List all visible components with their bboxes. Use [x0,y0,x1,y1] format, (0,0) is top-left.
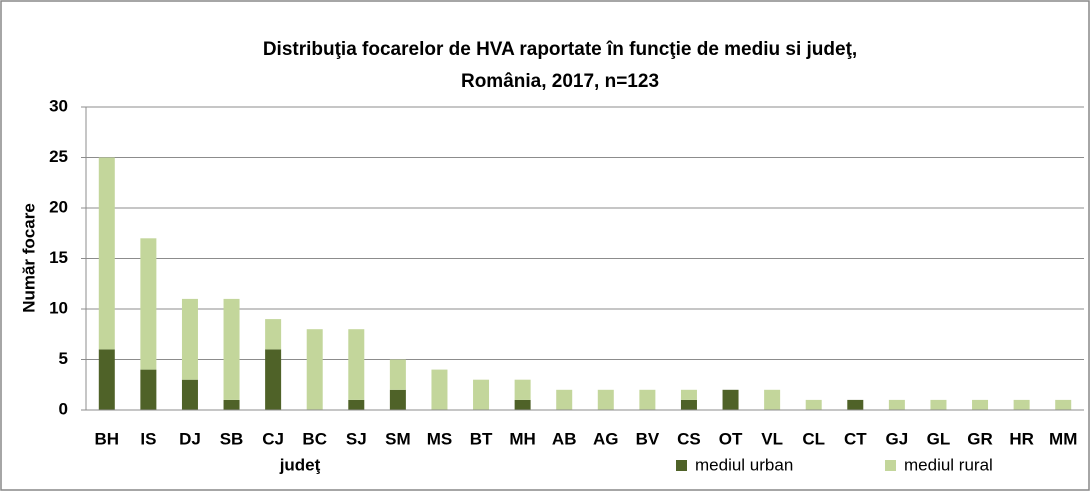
bar-segment [181,298,198,380]
bar-segment [181,379,198,410]
bar-segment [888,399,905,410]
bar-segment [1055,399,1072,410]
bar-segment [98,157,115,350]
bar-segment [473,379,490,410]
bar-segment [140,238,157,370]
y-tick-label: 0 [59,399,68,418]
bar-segment [680,399,697,410]
bar-segment [389,389,406,410]
x-tick-label: AB [552,429,577,448]
x-tick-label: SB [220,429,244,448]
legend-label: mediul rural [904,455,993,474]
x-tick-label: MM [1049,429,1077,448]
bar-segment [348,329,365,400]
bar-segment [514,399,531,410]
legend-swatch [885,460,896,471]
chart-title: România, 2017, n=123 [461,71,659,92]
bar-segment [514,379,531,400]
bar-segment [764,389,781,410]
x-tick-label: GR [967,429,993,448]
y-axis-label: Număr focare [19,203,38,313]
bar-segment [265,319,282,350]
bar-segment [805,399,822,410]
bar-segment [680,389,697,400]
bar-segment [98,349,115,410]
x-tick-label: HR [1009,429,1034,448]
y-tick-label: 30 [49,96,68,115]
x-tick-label: OT [719,429,743,448]
x-tick-label: BV [636,429,660,448]
x-tick-label: GL [927,429,951,448]
bar-segment [140,369,157,410]
bar-segment [930,399,947,410]
y-tick-label: 25 [49,147,68,166]
bar-segment [223,298,240,400]
x-tick-label: CL [802,429,825,448]
bar-segment [431,369,448,410]
x-tick-label: CT [844,429,867,448]
x-tick-label: DJ [179,429,201,448]
bar-segment [639,389,656,410]
x-tick-label: SM [385,429,411,448]
y-tick-label: 10 [49,298,68,317]
bar-segment [389,359,406,390]
legend-label: mediul urban [695,455,793,474]
x-tick-label: GJ [886,429,909,448]
legend-swatch [676,460,687,471]
bar-segment [348,399,365,410]
y-tick-label: 5 [59,349,68,368]
chart-title: Distribuţia focarelor de HVA raportate î… [263,39,857,60]
x-tick-label: IS [140,429,156,448]
x-tick-label: SJ [346,429,367,448]
x-tick-label: MH [509,429,535,448]
bar-segment [1013,399,1030,410]
x-tick-label: BH [95,429,120,448]
bar-segment [223,399,240,410]
x-tick-label: BC [302,429,327,448]
bar-segment [265,349,282,410]
x-axis-label: judeţ [279,455,321,474]
x-tick-label: VL [761,429,783,448]
x-tick-label: BT [470,429,493,448]
y-tick-label: 15 [49,248,68,267]
x-tick-label: CS [677,429,701,448]
bar-segment [556,389,573,410]
bar-segment [597,389,614,410]
bar-segment [306,329,323,410]
x-tick-label: AG [593,429,619,448]
x-tick-label: MS [427,429,453,448]
x-tick-label: CJ [262,429,284,448]
bar-segment [847,399,864,410]
bar-segment [722,389,739,410]
y-tick-label: 20 [49,197,68,216]
bar-segment [972,399,989,410]
